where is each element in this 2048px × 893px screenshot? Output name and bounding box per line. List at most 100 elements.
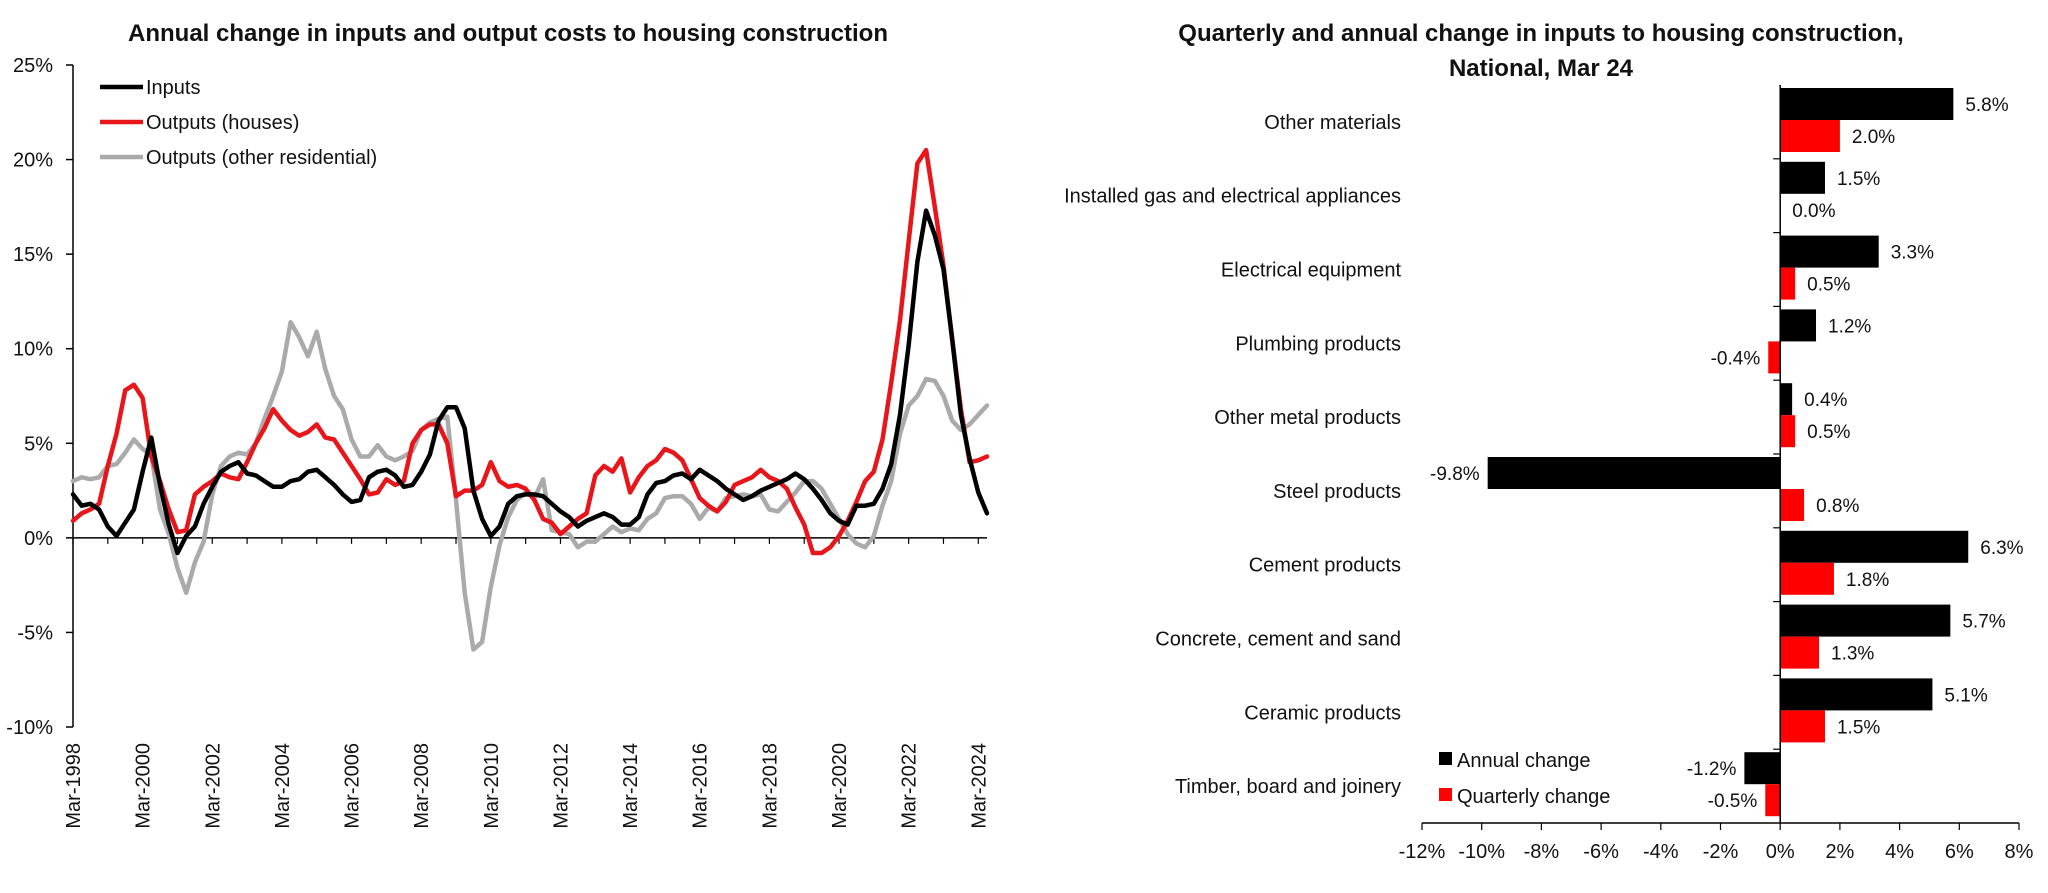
- bar-annual-change-steel-products: [1487, 457, 1781, 489]
- data-label-annual-change: 0.4%: [1804, 390, 1847, 411]
- line-chart-y-axis: 25% 20% 15% 10% 5% 0% -5% -10%: [6, 55, 73, 739]
- bar-chart-legend: Annual change Quarterly change: [1439, 750, 1610, 808]
- x-tick-label: Mar-2020: [829, 743, 851, 829]
- bar-chart: Quarterly and annual change in inputs to…: [1064, 20, 2034, 863]
- bar-quarterly-change-concrete-cement-and-sand: [1780, 636, 1820, 669]
- bar-annual-change-cement-products: [1780, 530, 1969, 563]
- data-label-annual-change: 1.5%: [1837, 169, 1880, 190]
- data-label-annual-change: 1.2%: [1828, 316, 1871, 337]
- category-label: Cement products: [1249, 555, 1401, 577]
- legend-label-inputs: Inputs: [146, 77, 200, 99]
- legend-swatch-annual-change: [1439, 752, 1452, 765]
- x-tick-label: -10%: [1458, 841, 1505, 863]
- data-label-quarterly-change: 1.8%: [1846, 570, 1889, 591]
- y-tick-label: 5%: [24, 433, 53, 455]
- x-tick-label: Mar-2024: [968, 743, 990, 829]
- data-label-annual-change: 6.3%: [1980, 538, 2023, 559]
- legend-label-annual-change: Annual change: [1457, 750, 1590, 772]
- legend-swatch-quarterly-change: [1439, 788, 1452, 801]
- category-label: Electrical equipment: [1221, 260, 1402, 282]
- line-chart: Annual change in inputs and output costs…: [6, 20, 990, 829]
- line-chart-legend: Inputs Outputs (houses) Outputs (other r…: [100, 77, 377, 169]
- bar-chart-title-line-2: National, Mar 24: [1449, 55, 1634, 82]
- category-label: Steel products: [1273, 481, 1401, 503]
- bar-quarterly-change-plumbing-products: [1768, 341, 1781, 374]
- data-label-quarterly-change: 2.0%: [1852, 127, 1895, 148]
- line-chart-series: [70, 147, 990, 652]
- bar-chart-x-axis: -12% -10% -8% -6% -4% -2% 0% 2% 4% 6% 8%: [1399, 823, 2034, 863]
- data-label-annual-change: -1.2%: [1687, 759, 1737, 780]
- y-tick-label: -10%: [6, 717, 53, 739]
- x-tick-label: -12%: [1399, 841, 1446, 863]
- x-tick-label: Mar-2018: [759, 743, 781, 829]
- x-tick-label: Mar-2002: [202, 743, 224, 829]
- line-chart-title: Annual change in inputs and output costs…: [128, 20, 888, 47]
- data-label-annual-change: 5.8%: [1965, 95, 2008, 116]
- x-tick-label: Mar-2014: [620, 743, 642, 829]
- x-tick-label: -8%: [1524, 841, 1560, 863]
- data-label-quarterly-change: 0.8%: [1816, 496, 1859, 517]
- bar-chart-bars: 5.8%2.0%1.5%0.0%3.3%0.5%1.2%-0.4%0.4%0.5…: [1430, 88, 2024, 817]
- data-label-quarterly-change: 0.5%: [1807, 275, 1850, 296]
- category-label: Timber, board and joinery: [1175, 776, 1401, 798]
- x-tick-label: Mar-2016: [690, 743, 712, 829]
- x-tick-label: Mar-2004: [272, 743, 294, 829]
- y-tick-label: 15%: [13, 244, 53, 266]
- data-label-quarterly-change: 1.3%: [1831, 644, 1874, 665]
- bar-chart-categories: Other materials Installed gas and electri…: [1064, 112, 1781, 798]
- bar-annual-change-electrical-equipment: [1780, 235, 1879, 268]
- line-chart-x-axis: Mar-1998 Mar-2000 Mar-2002 Mar-2004 Mar-2006…: [63, 537, 990, 829]
- x-tick-label: -2%: [1703, 841, 1739, 863]
- x-tick-label: 2%: [1825, 841, 1854, 863]
- y-tick-label: 10%: [13, 339, 53, 361]
- data-label-quarterly-change: 0.5%: [1807, 422, 1850, 443]
- x-tick-label: Mar-1998: [63, 743, 85, 829]
- x-tick-label: Mar-2012: [550, 743, 572, 829]
- data-label-quarterly-change: 1.5%: [1837, 717, 1880, 738]
- data-label-quarterly-change: 0.0%: [1792, 201, 1835, 222]
- x-tick-label: Mar-2010: [481, 743, 503, 829]
- bar-quarterly-change-other-metal-products: [1780, 415, 1796, 448]
- bar-annual-change-concrete-cement-and-sand: [1780, 604, 1951, 637]
- category-label: Other metal products: [1214, 407, 1401, 429]
- x-tick-label: Mar-2006: [342, 743, 364, 829]
- data-label-quarterly-change: -0.4%: [1711, 348, 1761, 369]
- legend-label-quarterly-change: Quarterly change: [1457, 786, 1610, 808]
- bar-annual-change-plumbing-products: [1780, 309, 1817, 342]
- bar-quarterly-change-cement-products: [1780, 562, 1834, 595]
- data-label-annual-change: -9.8%: [1430, 464, 1480, 485]
- data-label-annual-change: 3.3%: [1891, 243, 1934, 264]
- category-label: Installed gas and electrical appliances: [1064, 186, 1401, 208]
- bar-quarterly-change-electrical-equipment: [1780, 267, 1796, 300]
- data-label-annual-change: 5.1%: [1944, 685, 1987, 706]
- legend-label-outputs-other-residential: Outputs (other residential): [146, 147, 377, 169]
- category-label: Ceramic products: [1244, 702, 1401, 724]
- data-label-annual-change: 5.7%: [1962, 612, 2005, 633]
- x-tick-label: -6%: [1583, 841, 1619, 863]
- data-label-quarterly-change: -0.5%: [1708, 791, 1758, 812]
- x-tick-label: Mar-2022: [899, 743, 921, 829]
- legend-label-outputs-houses: Outputs (houses): [146, 112, 299, 134]
- category-label: Other materials: [1264, 112, 1401, 134]
- bar-annual-change-installed-gas-and-electrical-appliances: [1780, 161, 1825, 194]
- bar-quarterly-change-other-materials: [1780, 120, 1840, 152]
- x-tick-label: 0%: [1766, 841, 1795, 863]
- series-line-outputs-other-residential: [70, 319, 990, 652]
- bar-quarterly-change-steel-products: [1780, 489, 1805, 521]
- x-tick-label: Mar-2008: [411, 743, 433, 829]
- y-tick-label: 25%: [13, 55, 53, 77]
- bar-annual-change-timber-board-and-joinery: [1744, 752, 1781, 785]
- category-label: Plumbing products: [1235, 333, 1401, 355]
- series-line-inputs: [70, 208, 990, 556]
- y-tick-label: 0%: [24, 528, 53, 550]
- y-tick-label: -5%: [17, 622, 53, 644]
- y-tick-label: 20%: [13, 150, 53, 172]
- x-tick-label: 8%: [2005, 841, 2034, 863]
- bar-chart-title-line-1: Quarterly and annual change in inputs to…: [1178, 20, 1903, 47]
- bar-annual-change-other-materials: [1780, 88, 1954, 120]
- bar-annual-change-other-metal-products: [1780, 383, 1793, 416]
- x-tick-label: Mar-2000: [133, 743, 155, 829]
- category-label: Concrete, cement and sand: [1155, 629, 1401, 651]
- bar-annual-change-ceramic-products: [1780, 678, 1933, 711]
